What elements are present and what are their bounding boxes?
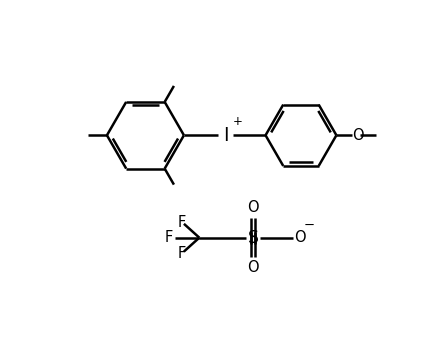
Text: S: S <box>248 229 259 247</box>
Text: O: O <box>353 128 364 143</box>
Text: O: O <box>247 199 259 215</box>
Text: F: F <box>164 230 172 245</box>
Text: O: O <box>247 260 259 275</box>
Text: +: + <box>233 115 243 127</box>
Text: F: F <box>178 215 186 230</box>
Text: F: F <box>178 246 186 261</box>
Text: O: O <box>294 230 306 245</box>
Text: −: − <box>303 219 315 232</box>
Text: I: I <box>223 126 228 145</box>
